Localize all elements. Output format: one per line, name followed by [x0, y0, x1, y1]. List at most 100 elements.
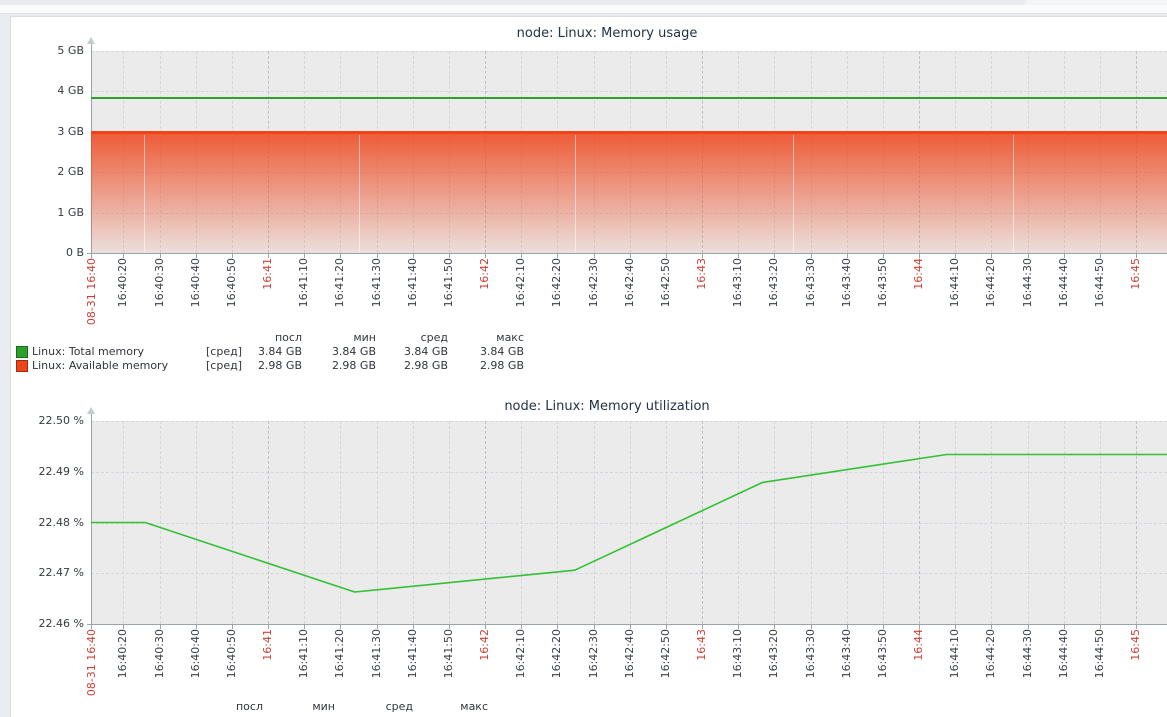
- legend-col-avg: сред: [420, 331, 448, 344]
- area-render-seam: [1013, 134, 1014, 253]
- legend-header-row: посл мин сред макс: [16, 700, 488, 714]
- x-axis-label: 16:43:40: [839, 258, 853, 308]
- x-axis-line: [87, 624, 1167, 625]
- x-axis-tick: [774, 625, 776, 629]
- gridline-horizontal: [91, 573, 1167, 575]
- x-axis-tick: [738, 625, 740, 629]
- x-axis-tick: [1063, 254, 1065, 258]
- x-axis-label: 16:41:40: [405, 629, 419, 679]
- stat-last: 3.84 GB: [257, 345, 302, 358]
- gridline-vertical: [738, 421, 740, 624]
- legend-col-last: посл: [274, 331, 302, 344]
- browser-toolbar: [0, 5, 1167, 14]
- x-axis-label: 16:44: [912, 629, 926, 661]
- x-axis-tick: [1136, 625, 1138, 629]
- x-axis-label: 16:44:10: [948, 258, 962, 308]
- gridline-vertical: [231, 421, 233, 624]
- x-axis-tick: [846, 625, 848, 629]
- x-axis-label: 16:43:30: [803, 629, 817, 679]
- stat-avg: 2.98 GB: [403, 359, 448, 372]
- x-axis-tick: [1027, 254, 1029, 258]
- gridline-vertical: [774, 421, 776, 624]
- x-axis-label: 16:41:20: [333, 258, 347, 308]
- x-axis-tick: [919, 625, 921, 629]
- x-axis-line: [87, 253, 1167, 254]
- x-axis-label: 16:43:10: [731, 258, 745, 308]
- gridline-horizontal: [91, 421, 1167, 422]
- x-axis-label: 16:41:30: [369, 258, 383, 308]
- x-axis-tick: [231, 625, 233, 629]
- y-axis-label: 22.49 %: [38, 464, 84, 478]
- legend-func-available-memory: [сред]: [206, 359, 242, 372]
- x-axis-tick: [955, 625, 957, 629]
- x-axis-tick: [593, 254, 595, 258]
- legend-label-available-memory: Linux: Available memory: [32, 359, 169, 372]
- legend-swatch-total-memory-icon: [16, 346, 28, 358]
- gridline-horizontal: [91, 51, 1167, 52]
- x-axis-tick: [412, 625, 414, 629]
- x-axis-tick: [919, 254, 921, 258]
- x-axis-label: 16:43:40: [839, 629, 853, 679]
- x-axis-label: 16:44:20: [984, 629, 998, 679]
- x-axis-label: 16:43: [695, 629, 709, 661]
- x-axis-tick: [738, 254, 740, 258]
- x-axis-label: 16:41:30: [369, 629, 383, 679]
- chart-title-memory-utilization: node: Linux: Memory utilization: [504, 399, 710, 414]
- x-axis-label: 16:43:20: [767, 258, 781, 308]
- x-axis-label: 16:41: [261, 258, 275, 290]
- x-axis-tick: [955, 254, 957, 258]
- area-render-seam: [359, 134, 360, 253]
- x-axis-tick: [1099, 625, 1101, 629]
- x-axis-tick: [376, 625, 378, 629]
- x-axis-tick: [810, 625, 812, 629]
- gridline-vertical: [376, 421, 378, 624]
- x-axis-label: 16:42: [478, 258, 492, 290]
- x-axis-tick: [1136, 254, 1138, 258]
- x-axis-tick: [1027, 625, 1029, 629]
- x-axis-tick: [991, 625, 993, 629]
- x-axis-tick: [521, 254, 523, 258]
- x-axis-label: 16:42:50: [658, 629, 672, 679]
- x-axis-label: 16:41:10: [297, 258, 311, 308]
- x-axis-tick: [485, 254, 487, 258]
- gridline-horizontal: [91, 471, 1167, 473]
- x-axis-label: 16:40:40: [188, 629, 202, 679]
- x-axis-label: 16:44:30: [1020, 258, 1034, 308]
- x-axis-tick: [557, 254, 559, 258]
- x-axis-label: 16:40:30: [152, 258, 166, 308]
- stat-max: 2.98 GB: [479, 359, 524, 372]
- stat-avg: 3.84 GB: [403, 345, 448, 358]
- x-axis-tick: [159, 625, 161, 629]
- browser-active-tab[interactable]: [0, 0, 1027, 5]
- x-axis-label: 16:41:50: [441, 258, 455, 308]
- gridline-vertical: [846, 421, 848, 624]
- gridline-vertical: [919, 421, 921, 624]
- x-axis-tick: [810, 254, 812, 258]
- x-axis-label: 16:42:40: [622, 629, 636, 679]
- x-axis-tick: [231, 254, 233, 258]
- x-axis-tick: [991, 254, 993, 258]
- x-axis-label: 16:41: [261, 629, 275, 661]
- x-axis-label: 16:42:20: [550, 258, 564, 308]
- x-axis-label: 08-31 16:40: [85, 629, 98, 697]
- x-axis-tick: [629, 625, 631, 629]
- stat-last: 2.98 GB: [257, 359, 302, 372]
- area-render-seam: [144, 134, 145, 253]
- x-axis-label: 16:40:50: [224, 258, 238, 308]
- gridline-vertical: [557, 421, 559, 624]
- x-axis-tick: [557, 625, 559, 629]
- legend-func-total-memory: [сред]: [206, 345, 242, 358]
- area-render-seam: [575, 134, 576, 253]
- y-axis-line: [91, 414, 92, 629]
- x-axis-tick: [376, 254, 378, 258]
- x-axis-label: 16:43:50: [875, 258, 889, 308]
- legend-col-avg: сред: [385, 700, 413, 713]
- y-axis-label: 22.48 %: [38, 515, 84, 529]
- x-axis-label: 16:43: [695, 258, 709, 290]
- gridline-vertical: [1027, 421, 1029, 624]
- gridline-vertical: [1099, 421, 1101, 624]
- gridline-vertical: [882, 421, 884, 624]
- x-axis-label: 16:42:50: [658, 258, 672, 308]
- x-axis-tick: [340, 254, 342, 258]
- series-available-memory-topline: [91, 131, 1167, 135]
